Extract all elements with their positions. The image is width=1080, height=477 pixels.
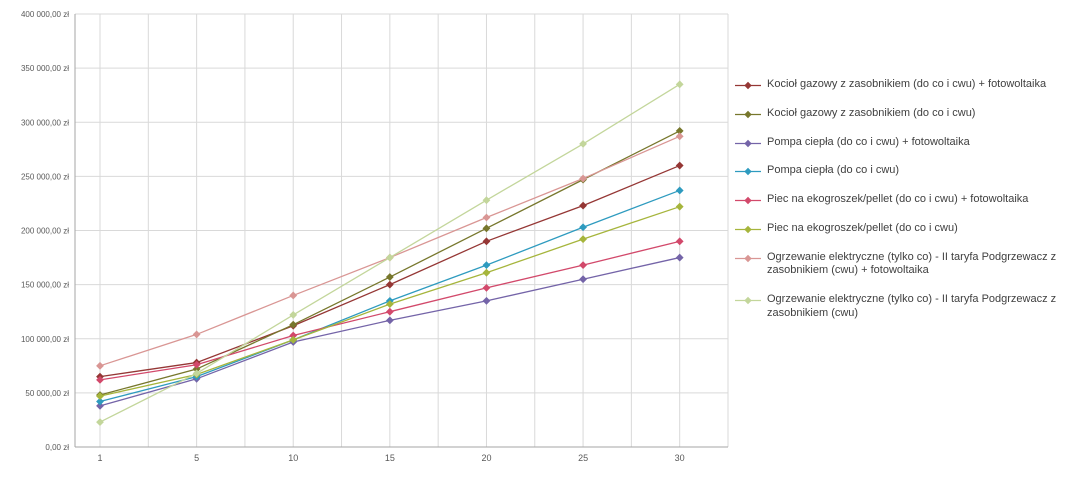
legend-item: Kocioł gazowy z zasobnikiem (do co i cwu… xyxy=(735,78,1074,92)
legend-item: Kocioł gazowy z zasobnikiem (do co i cwu… xyxy=(735,107,1074,121)
y-axis-tick-label: 0,00 zł xyxy=(45,443,69,452)
data-point-marker xyxy=(385,300,394,309)
plot-area: 0,00 zł 50 000,00 zł 100 000,00 zł 150 000,… xyxy=(21,10,729,463)
data-point-marker xyxy=(289,291,298,300)
data-point-marker xyxy=(482,268,491,277)
y-axis-tick-label: 100 000,00 zł xyxy=(21,335,69,344)
chart-series xyxy=(96,237,684,384)
chart-legend: Kocioł gazowy z zasobnikiem (do co i cwu… xyxy=(735,0,1080,472)
data-point-marker xyxy=(675,186,684,195)
y-axis-tick-label: 150 000,00 zł xyxy=(21,281,69,290)
x-axis-tick-label: 15 xyxy=(385,453,395,463)
legend-item: Piec na ekogroszek/pellet (do co i cwu) xyxy=(735,222,1074,236)
data-point-marker xyxy=(579,275,587,284)
x-axis-tick-label: 1 xyxy=(97,453,102,463)
data-point-marker xyxy=(579,223,587,232)
x-axis-tick-label: 20 xyxy=(481,453,491,463)
legend-marker-icon xyxy=(735,139,761,147)
legend-marker-icon xyxy=(735,196,761,205)
legend-item: Ogrzewanie elektryczne (tylko co) - II t… xyxy=(735,251,1074,279)
legend-label: Piec na ekogroszek/pellet (do co i cwu) xyxy=(767,221,958,234)
legend-marker-icon xyxy=(735,168,761,176)
data-point-marker xyxy=(579,139,587,148)
x-axis-tick-label: 10 xyxy=(288,453,298,463)
data-point-marker xyxy=(289,320,298,329)
legend-marker-icon xyxy=(735,225,761,233)
data-point-marker xyxy=(675,237,684,246)
legend-label: Kocioł gazowy z zasobnikiem (do co i cwu… xyxy=(767,78,1047,90)
data-point-marker xyxy=(579,261,587,270)
legend-marker-icon xyxy=(735,81,761,90)
legend-label: Ogrzewanie elektryczne (tylko co) - II t… xyxy=(767,250,1057,277)
legend-label: Pompa ciepła (do co i cwu) xyxy=(767,164,900,177)
x-axis-tick-label: 5 xyxy=(194,453,199,463)
data-point-marker xyxy=(482,224,491,233)
data-point-marker xyxy=(289,311,298,319)
legend-label: Piec na ekogroszek/pellet (do co i cwu) … xyxy=(767,193,1029,205)
data-point-marker xyxy=(96,361,104,370)
y-axis-tick-label: 400 000,00 zł xyxy=(21,10,69,19)
legend-marker-icon xyxy=(735,254,761,262)
data-point-marker xyxy=(675,202,684,211)
chart-series xyxy=(96,80,684,427)
data-point-marker xyxy=(675,132,684,141)
legend-marker-icon xyxy=(735,110,761,118)
data-point-marker xyxy=(579,174,587,183)
y-axis-tick-label: 250 000,00 zł xyxy=(21,172,69,181)
data-point-marker xyxy=(579,235,587,244)
data-point-marker xyxy=(96,392,104,401)
legend-label: Kocioł gazowy z zasobnikiem (do co i cwu… xyxy=(767,106,976,119)
data-point-marker xyxy=(289,335,298,344)
y-axis-tick-label: 350 000,00 zł xyxy=(21,64,69,73)
y-axis-tick-label: 50 000,00 zł xyxy=(25,389,69,398)
legend-label: Pompa ciepła (do co i cwu) + fotowoltaik… xyxy=(767,135,970,148)
x-axis-tick-label: 30 xyxy=(675,453,685,463)
data-point-marker xyxy=(675,161,684,170)
data-point-marker xyxy=(385,253,394,262)
legend-item: Pompa ciepła (do co i cwu) xyxy=(735,164,1074,178)
data-point-marker xyxy=(482,296,491,305)
data-point-marker xyxy=(675,253,684,262)
legend-item: Piec na ekogroszek/pellet (do co i cwu) … xyxy=(735,193,1074,207)
data-point-marker xyxy=(482,196,491,205)
data-point-marker xyxy=(192,330,201,339)
data-point-marker xyxy=(482,237,491,246)
y-axis-tick-label: 300 000,00 zł xyxy=(21,118,69,127)
legend-marker-icon xyxy=(735,296,761,305)
data-point-marker xyxy=(192,369,201,378)
data-point-marker xyxy=(675,80,684,89)
data-point-marker xyxy=(96,418,104,427)
data-point-marker xyxy=(385,307,394,316)
data-point-marker xyxy=(385,316,394,325)
data-point-marker xyxy=(192,360,201,369)
legend-label: Ogrzewanie elektryczne (tylko co) - II t… xyxy=(767,293,1057,319)
data-point-marker xyxy=(385,273,394,281)
data-point-marker xyxy=(482,283,491,292)
x-axis-tick-label: 25 xyxy=(578,453,588,463)
data-point-marker xyxy=(579,201,587,210)
data-point-marker xyxy=(482,261,491,270)
data-point-marker xyxy=(96,397,104,406)
line-chart-svg: 0,00 zł 50 000,00 zł 100 000,00 zł 150 000,… xyxy=(21,10,729,463)
data-point-marker xyxy=(96,401,104,410)
legend-item: Ogrzewanie elektryczne (tylko co) - II t… xyxy=(735,293,1074,321)
data-point-marker xyxy=(385,280,394,289)
data-point-marker xyxy=(96,375,104,384)
y-axis-tick-label: 200 000,00 zł xyxy=(21,227,69,236)
data-point-marker xyxy=(482,213,491,222)
legend-item: Pompa ciepła (do co i cwu) + fotowoltaik… xyxy=(735,136,1074,150)
